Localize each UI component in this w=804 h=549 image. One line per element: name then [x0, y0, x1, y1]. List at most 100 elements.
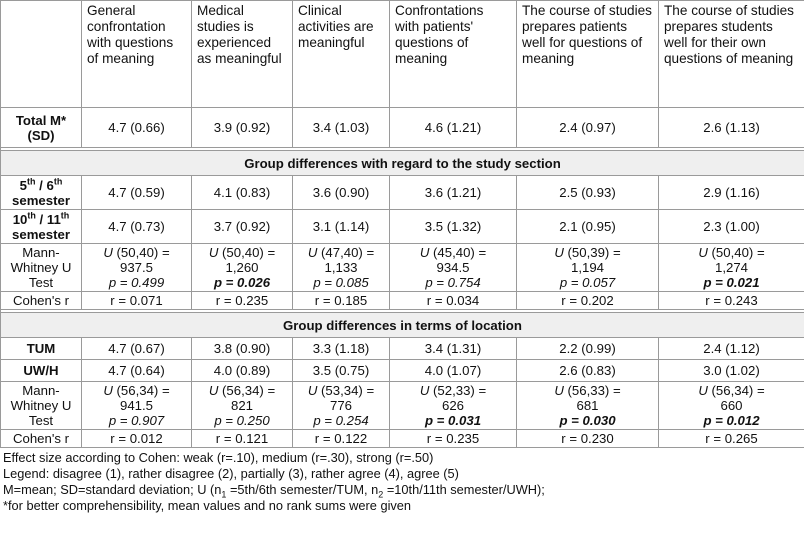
label-part: / 6	[35, 177, 54, 193]
u-params: (47,40) =	[317, 245, 375, 260]
table-cell: 2.2 (0.99)	[516, 337, 659, 360]
section-title: Group differences in terms of location	[0, 312, 804, 338]
table-cell: r = 0.071	[81, 291, 192, 310]
mw-cell: U (50,40) = 1,260 p = 0.026	[191, 243, 293, 292]
row-label-semester-5-6: 5th / 6th semester	[0, 175, 82, 210]
table-cell: 4.7 (0.59)	[81, 175, 192, 210]
note-sub: 2	[378, 489, 384, 500]
p-value: p = 0.031	[424, 413, 482, 428]
table-cell: 4.7 (0.66)	[81, 107, 192, 148]
header-row: General confrontation with questions of …	[0, 0, 804, 108]
row-label-tum: TUM	[0, 337, 82, 360]
u-symbol: U	[419, 245, 430, 260]
label-part: / 11	[35, 211, 61, 227]
table-cell: r = 0.122	[292, 429, 390, 448]
table-cell: 3.0 (1.02)	[658, 359, 804, 382]
table-cell: 3.5 (0.75)	[292, 359, 390, 382]
u-params: (50,40) =	[218, 245, 276, 260]
mw-cell: U (53,34) = 776 p = 0.254	[292, 381, 390, 430]
u-value: 1,260	[225, 260, 259, 275]
u-symbol: U	[103, 383, 113, 398]
p-value: p = 0.057	[559, 275, 616, 290]
u-params: (50,40) =	[112, 245, 170, 260]
label-part: Mann-	[22, 383, 60, 398]
u-params: (56,34) =	[218, 383, 276, 398]
note-part: =10th/11th semester/UWH);	[383, 482, 545, 497]
u-params: (53,34) =	[317, 383, 375, 398]
corner-cell	[0, 0, 82, 108]
table-cell: 2.4 (1.12)	[658, 337, 804, 360]
table-cell: r = 0.012	[81, 429, 192, 448]
table-cell: 3.4 (1.31)	[389, 337, 517, 360]
u-symbol: U	[698, 383, 708, 398]
u-value: 1,274	[714, 260, 748, 275]
table-cell: 4.7 (0.67)	[81, 337, 192, 360]
p-value: p = 0.754	[425, 275, 481, 290]
table-cell: 3.3 (1.18)	[292, 337, 390, 360]
table-cell: 2.5 (0.93)	[516, 175, 659, 210]
u-symbol: U	[307, 383, 318, 398]
note-part: =5th/6th semester/TUM, n	[226, 482, 379, 497]
u-symbol: U	[208, 245, 219, 260]
table-cell: 3.4 (1.03)	[292, 107, 390, 148]
u-value: 821	[230, 398, 253, 413]
abbreviation-note: M=mean; SD=standard deviation; U (n1 =5t…	[3, 482, 801, 500]
row-label-uwh: UW/H	[0, 359, 82, 382]
column-header: Confrontations with patients' questions …	[389, 0, 517, 108]
row-label-semester-10-11: 10th / 11th semester	[0, 209, 82, 244]
table-cell: 4.1 (0.83)	[191, 175, 293, 210]
p-value: p = 0.085	[313, 275, 369, 290]
total-label-line2: (SD)	[27, 127, 55, 143]
table-cell: r = 0.034	[389, 291, 517, 310]
label-part: Whitney U	[10, 260, 72, 275]
label-part: Mann-	[22, 245, 60, 260]
column-header: Medical studies is experienced as meanin…	[191, 0, 293, 108]
location-mann-whitney-row: Mann- Whitney U Test U (56,34) = 941.5 p =…	[0, 381, 804, 430]
u-symbol: U	[103, 245, 113, 260]
mw-cell: U (47,40) = 1,133 p = 0.085	[292, 243, 390, 292]
location-row-tum: TUM 4.7 (0.67) 3.8 (0.90) 3.3 (1.18) 3.4…	[0, 337, 804, 360]
row-label-cohen: Cohen's r	[0, 291, 82, 310]
table-cell: r = 0.202	[516, 291, 659, 310]
location-row-uwh: UW/H 4.7 (0.64) 4.0 (0.89) 3.5 (0.75) 4.…	[0, 359, 804, 382]
table-cell: 3.6 (1.21)	[389, 175, 517, 210]
u-params: (45,40) =	[429, 245, 487, 260]
section-header-study: Group differences with regard to the stu…	[0, 150, 804, 176]
p-value: p = 0.012	[703, 413, 760, 428]
mw-cell: U (52,33) = 626 p = 0.031	[389, 381, 517, 430]
mw-cell: U (56,33) = 681 p = 0.030	[516, 381, 659, 430]
table-cell: 3.9 (0.92)	[191, 107, 293, 148]
label-part: Test	[28, 275, 54, 290]
footnote: *for better comprehensibility, mean valu…	[3, 498, 412, 513]
mw-cell: U (56,34) = 941.5 p = 0.907	[81, 381, 192, 430]
table-cell: 2.4 (0.97)	[516, 107, 659, 148]
table-cell: 3.8 (0.90)	[191, 337, 293, 360]
table-cell: r = 0.230	[516, 429, 659, 448]
results-table: General confrontation with questions of …	[0, 0, 804, 448]
table-cell: 2.9 (1.16)	[658, 175, 804, 210]
u-value: 681	[576, 398, 599, 413]
p-value: p = 0.021	[703, 275, 760, 290]
table-cell: 4.7 (0.73)	[81, 209, 192, 244]
table-notes: Effect size according to Cohen: weak (r=…	[0, 448, 804, 514]
u-symbol: U	[208, 383, 219, 398]
section-header-location: Group differences in terms of location	[0, 312, 804, 338]
column-header: Clinical activities are meaningful	[292, 0, 390, 108]
p-value: p = 0.907	[108, 413, 165, 428]
table-cell: 3.5 (1.32)	[389, 209, 517, 244]
total-row: Total M* (SD) 4.7 (0.66) 3.9 (0.92) 3.4 …	[0, 107, 804, 148]
u-value: 776	[329, 398, 352, 413]
table-cell: 2.3 (1.00)	[658, 209, 804, 244]
mw-cell: U (45,40) = 934.5 p = 0.754	[389, 243, 517, 292]
row-label-cohen: Cohen's r	[0, 429, 82, 448]
note-sub: 1	[221, 489, 227, 500]
u-symbol: U	[554, 383, 564, 398]
u-params: (52,33) =	[429, 383, 487, 398]
u-symbol: U	[698, 245, 708, 260]
row-label-mann-whitney: Mann- Whitney U Test	[0, 381, 82, 430]
label-sup: th	[53, 176, 63, 187]
row-label-total: Total M* (SD)	[0, 107, 82, 148]
u-value: 934.5	[436, 260, 470, 275]
u-value: 937.5	[119, 260, 153, 275]
table-cell: r = 0.265	[658, 429, 804, 448]
